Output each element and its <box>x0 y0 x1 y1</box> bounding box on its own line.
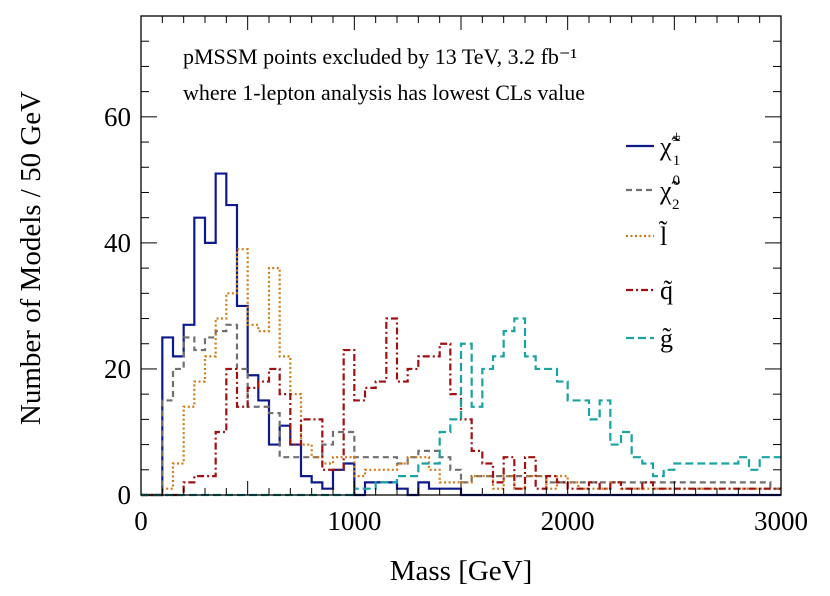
plot-area <box>141 172 781 497</box>
x-tick-label: 2000 <box>541 506 595 536</box>
annotation-line-2: where 1-lepton analysis has lowest CLs v… <box>183 80 585 105</box>
x-tick-label: 0 <box>134 506 148 536</box>
legend-label-slepton: l̃ <box>659 222 668 251</box>
legend: χ̃± 1χ̃0 2l̃q̃g̃ <box>626 129 681 353</box>
legend-superscript: ± <box>673 129 681 145</box>
x-tick-label: 3000 <box>754 506 808 536</box>
series-line-squark <box>141 317 781 497</box>
y-tick-label: 60 <box>104 102 131 132</box>
x-tick-label: 1000 <box>327 506 381 536</box>
legend-subscript: 2 <box>672 197 680 213</box>
y-tick-label: 40 <box>104 228 131 258</box>
legend-label-neutralino2: χ̃0 2 <box>659 173 681 213</box>
series-line-neutralino2 <box>141 323 781 497</box>
y-axis-label: Number of Models / 50 GeV <box>15 91 47 425</box>
annotation-line-1: pMSSM points excluded by 13 TeV, 3.2 fb⁻… <box>183 44 577 69</box>
y-tick-label: 20 <box>104 354 131 384</box>
legend-label-gluino: g̃ <box>660 324 673 353</box>
y-tick-label: 0 <box>118 480 132 510</box>
legend-subscript: 1 <box>673 153 681 169</box>
legend-label-squark: q̃ <box>660 276 673 305</box>
x-axis-label: Mass [GeV] <box>390 555 533 587</box>
legend-label-chargino1: χ̃± 1 <box>659 129 681 169</box>
legend-superscript: 0 <box>673 173 681 189</box>
